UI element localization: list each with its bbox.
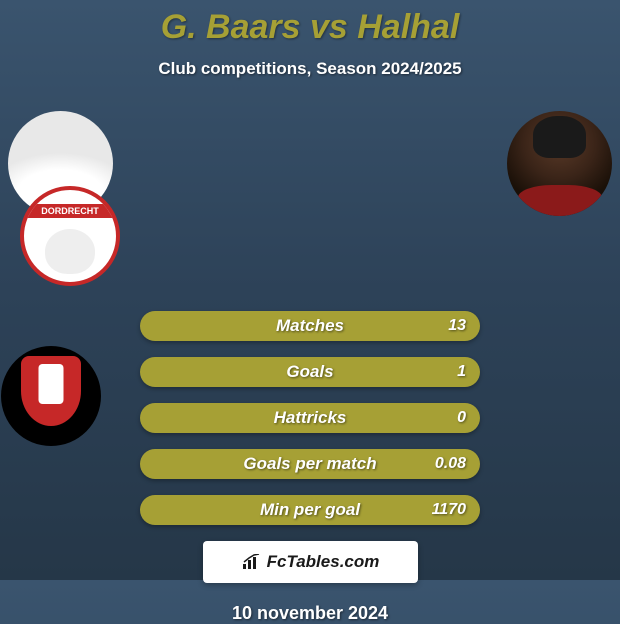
stat-value: 1170 (432, 501, 466, 519)
stat-bars: Matches 13 Goals 1 Hattricks 0 Goals per… (140, 311, 480, 525)
chart-icon (241, 554, 261, 570)
stat-value: 0.08 (435, 455, 466, 473)
club-logo-left (20, 186, 120, 286)
player-right-photo (507, 111, 612, 216)
stat-label: Goals per match (140, 454, 480, 474)
stat-bar-goals-per-match: Goals per match 0.08 (140, 449, 480, 479)
comparison-date: 10 november 2024 (0, 603, 620, 624)
club-logo-right (1, 346, 101, 446)
branding-badge: FcTables.com (203, 541, 418, 583)
stat-value: 13 (448, 317, 466, 335)
stat-label: Min per goal (140, 500, 480, 520)
stat-bar-min-per-goal: Min per goal 1170 (140, 495, 480, 525)
stat-value: 0 (457, 409, 466, 427)
stats-area: Matches 13 Goals 1 Hattricks 0 Goals per… (0, 111, 620, 624)
stat-label: Matches (140, 316, 480, 336)
stat-bar-hattricks: Hattricks 0 (140, 403, 480, 433)
stat-label: Hattricks (140, 408, 480, 428)
stat-value: 1 (457, 363, 466, 381)
comparison-title: G. Baars vs Halhal (0, 0, 620, 47)
stat-bar-goals: Goals 1 (140, 357, 480, 387)
comparison-subtitle: Club competitions, Season 2024/2025 (0, 59, 620, 79)
stat-label: Goals (140, 362, 480, 382)
branding-text: FcTables.com (267, 552, 380, 572)
stat-bar-matches: Matches 13 (140, 311, 480, 341)
player-face-icon (507, 111, 612, 216)
